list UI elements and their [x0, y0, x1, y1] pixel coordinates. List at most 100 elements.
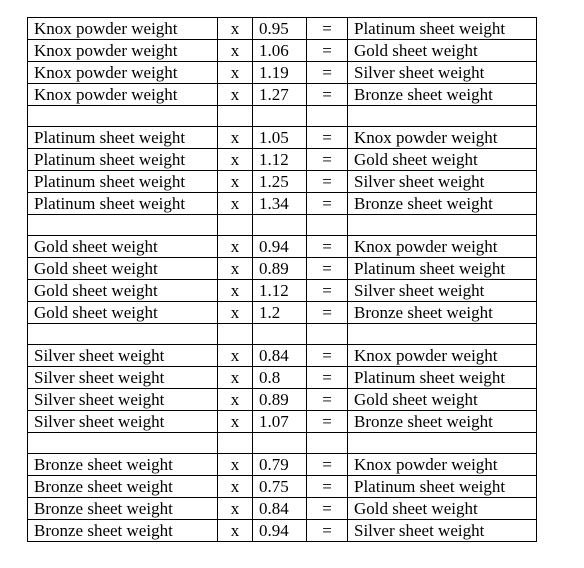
- multiply-sign-cell: x: [217, 83, 253, 106]
- conversion-factor-cell: 0.89: [252, 388, 307, 411]
- empty-cell: [27, 105, 218, 127]
- equals-sign-cell: =: [306, 235, 348, 258]
- source-material-cell: Platinum sheet weight: [27, 148, 218, 171]
- empty-cell: [217, 432, 253, 454]
- multiply-sign-cell: x: [217, 192, 253, 215]
- conversion-factor-cell: 1.34: [252, 192, 307, 215]
- empty-cell: [347, 323, 537, 345]
- multiply-sign-cell: x: [217, 279, 253, 302]
- multiply-sign-cell: x: [217, 366, 253, 389]
- target-material-cell: Bronze sheet weight: [347, 410, 537, 433]
- multiply-sign-cell: x: [217, 61, 253, 84]
- equals-sign-cell: =: [306, 497, 348, 520]
- empty-cell: [306, 105, 348, 127]
- group-spacer-row: [27, 214, 537, 236]
- multiply-sign-cell: x: [217, 519, 253, 542]
- conversion-factor-cell: 0.84: [252, 344, 307, 367]
- conversion-factor-cell: 1.19: [252, 61, 307, 84]
- conversion-factor-cell: 1.05: [252, 126, 307, 149]
- table-row: Platinum sheet weight x 1.05 = Knox powder w…: [27, 126, 537, 149]
- target-material-cell: Knox powder weight: [347, 235, 537, 258]
- equals-sign-cell: =: [306, 148, 348, 171]
- table-row: Knox powder weight x 1.06 = Gold sheet weigh…: [27, 39, 537, 62]
- equals-sign-cell: =: [306, 61, 348, 84]
- multiply-sign-cell: x: [217, 453, 253, 476]
- conversion-factor-cell: 0.75: [252, 475, 307, 498]
- table-row: Gold sheet weight x 0.94 = Knox powder weigh…: [27, 235, 537, 258]
- table-row: Knox powder weight x 0.95 = Platinum sheet w…: [27, 17, 537, 40]
- source-material-cell: Knox powder weight: [27, 17, 218, 40]
- equals-sign-cell: =: [306, 192, 348, 215]
- conversion-factor-cell: 0.94: [252, 519, 307, 542]
- multiply-sign-cell: x: [217, 17, 253, 40]
- target-material-cell: Gold sheet weight: [347, 497, 537, 520]
- table-row: Gold sheet weight x 1.12 = Silver sheet weig…: [27, 279, 537, 302]
- table-row: Platinum sheet weight x 1.12 = Gold sheet we…: [27, 148, 537, 171]
- source-material-cell: Platinum sheet weight: [27, 126, 218, 149]
- equals-sign-cell: =: [306, 366, 348, 389]
- equals-sign-cell: =: [306, 170, 348, 193]
- equals-sign-cell: =: [306, 126, 348, 149]
- table-row: Knox powder weight x 1.19 = Silver sheet wei…: [27, 61, 537, 84]
- table-row: Silver sheet weight x 0.8 = Platinum sheet w…: [27, 366, 537, 389]
- empty-cell: [306, 214, 348, 236]
- source-material-cell: Platinum sheet weight: [27, 192, 218, 215]
- empty-cell: [252, 105, 307, 127]
- empty-cell: [347, 432, 537, 454]
- equals-sign-cell: =: [306, 388, 348, 411]
- equals-sign-cell: =: [306, 475, 348, 498]
- multiply-sign-cell: x: [217, 410, 253, 433]
- target-material-cell: Silver sheet weight: [347, 519, 537, 542]
- target-material-cell: Knox powder weight: [347, 453, 537, 476]
- empty-cell: [217, 214, 253, 236]
- conversion-table: Knox powder weight x 0.95 = Platinum sheet w…: [27, 17, 537, 542]
- table-row: Silver sheet weight x 0.84 = Knox powder wei…: [27, 344, 537, 367]
- target-material-cell: Bronze sheet weight: [347, 192, 537, 215]
- multiply-sign-cell: x: [217, 344, 253, 367]
- target-material-cell: Gold sheet weight: [347, 148, 537, 171]
- target-material-cell: Platinum sheet weight: [347, 17, 537, 40]
- source-material-cell: Bronze sheet weight: [27, 475, 218, 498]
- equals-sign-cell: =: [306, 344, 348, 367]
- source-material-cell: Bronze sheet weight: [27, 453, 218, 476]
- target-material-cell: Silver sheet weight: [347, 279, 537, 302]
- multiply-sign-cell: x: [217, 257, 253, 280]
- multiply-sign-cell: x: [217, 388, 253, 411]
- empty-cell: [27, 432, 218, 454]
- target-material-cell: Bronze sheet weight: [347, 301, 537, 324]
- table-row: Bronze sheet weight x 0.94 = Silver sheet we…: [27, 519, 537, 542]
- source-material-cell: Knox powder weight: [27, 39, 218, 62]
- table-row: Gold sheet weight x 1.2 = Bronze sheet weigh…: [27, 301, 537, 324]
- conversion-factor-cell: 1.12: [252, 148, 307, 171]
- multiply-sign-cell: x: [217, 475, 253, 498]
- table-row: Silver sheet weight x 0.89 = Gold sheet weig…: [27, 388, 537, 411]
- multiply-sign-cell: x: [217, 148, 253, 171]
- conversion-factor-cell: 1.12: [252, 279, 307, 302]
- empty-cell: [347, 214, 537, 236]
- source-material-cell: Silver sheet weight: [27, 344, 218, 367]
- table-row: Gold sheet weight x 0.89 = Platinum sheet we…: [27, 257, 537, 280]
- target-material-cell: Silver sheet weight: [347, 61, 537, 84]
- target-material-cell: Knox powder weight: [347, 344, 537, 367]
- equals-sign-cell: =: [306, 410, 348, 433]
- conversion-factor-cell: 0.84: [252, 497, 307, 520]
- target-material-cell: Silver sheet weight: [347, 170, 537, 193]
- target-material-cell: Gold sheet weight: [347, 388, 537, 411]
- conversion-factor-cell: 0.89: [252, 257, 307, 280]
- conversion-table-body: Knox powder weight x 0.95 = Platinum sheet w…: [27, 17, 537, 542]
- source-material-cell: Gold sheet weight: [27, 279, 218, 302]
- source-material-cell: Platinum sheet weight: [27, 170, 218, 193]
- group-spacer-row: [27, 105, 537, 127]
- empty-cell: [217, 105, 253, 127]
- target-material-cell: Platinum sheet weight: [347, 475, 537, 498]
- empty-cell: [217, 323, 253, 345]
- multiply-sign-cell: x: [217, 497, 253, 520]
- group-spacer-row: [27, 323, 537, 345]
- table-row: Knox powder weight x 1.27 = Bronze sheet wei…: [27, 83, 537, 106]
- empty-cell: [306, 323, 348, 345]
- table-row: Platinum sheet weight x 1.25 = Silver sheet …: [27, 170, 537, 193]
- source-material-cell: Knox powder weight: [27, 83, 218, 106]
- source-material-cell: Gold sheet weight: [27, 235, 218, 258]
- equals-sign-cell: =: [306, 301, 348, 324]
- target-material-cell: Platinum sheet weight: [347, 366, 537, 389]
